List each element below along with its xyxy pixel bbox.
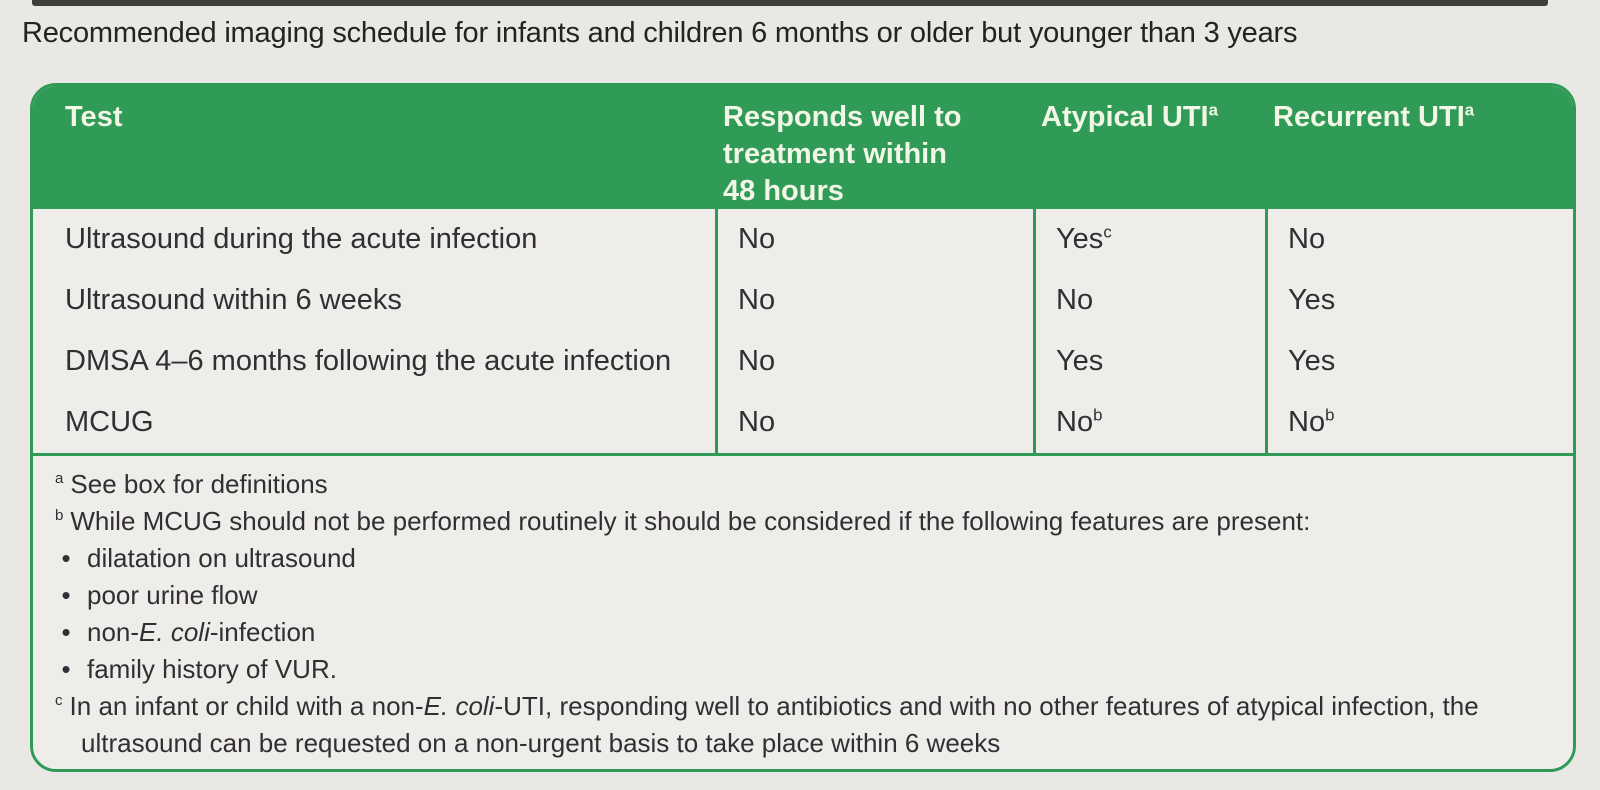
cell-responds: No <box>715 209 1033 270</box>
scan-artifact-top-edge <box>32 0 1548 6</box>
cell-test: Ultrasound within 6 weeks <box>65 284 402 316</box>
bullet-icon: • <box>61 543 71 573</box>
footnote-b-bullets: • dilatation on ultrasound • poor urine fl… <box>55 540 1551 688</box>
footnote-marker: c <box>55 692 63 710</box>
table-body: Ultrasound during the acute infection No… <box>33 209 1573 453</box>
cell-atypical: Yes <box>1033 331 1265 392</box>
bullet-item: • family history of VUR. <box>55 651 1551 688</box>
bullet-icon: • <box>61 580 71 610</box>
footnote-c: c In an infant or child with a non-E. col… <box>55 688 1551 762</box>
column-header-label: Test <box>65 101 123 133</box>
footnotes-section: a See box for definitions b While MCUG sho… <box>33 456 1573 769</box>
cell-responds: No <box>715 270 1033 331</box>
footnote-marker: b <box>55 507 64 525</box>
cell-recurrent: Yes <box>1265 270 1573 331</box>
bullet-text: poor urine flow <box>87 580 258 610</box>
cell-test: Ultrasound during the acute infection <box>65 223 538 255</box>
cell-responds: No <box>715 392 1033 453</box>
column-header-label: Responds well to treatment within 48 hou… <box>723 101 962 207</box>
footnote-text: In an infant or child with a non-E. coli… <box>69 691 1479 758</box>
column-header-responds: Responds well to treatment within 48 hou… <box>715 86 1033 209</box>
bullet-text: family history of VUR. <box>87 654 337 684</box>
bullet-text: non-E. coli-infection <box>87 617 316 647</box>
column-header-recurrent-uti: Recurrent UTIa <box>1265 86 1573 209</box>
footnote-text: While MCUG should not be performed routi… <box>70 506 1311 536</box>
bullet-icon: • <box>61 617 71 647</box>
column-header-test: Test <box>33 86 715 209</box>
bullet-item: • dilatation on ultrasound <box>55 540 1551 577</box>
table-row: DMSA 4–6 months following the acute infe… <box>33 331 1573 392</box>
cell-recurrent: Yes <box>1265 331 1573 392</box>
cell-atypical: Yesc <box>1033 209 1265 270</box>
bullet-item: • poor urine flow <box>55 577 1551 614</box>
footnote-text: See box for definitions <box>70 469 328 499</box>
bullet-text: dilatation on ultrasound <box>87 543 356 573</box>
cell-atypical: Nob <box>1033 392 1265 453</box>
table-row: Ultrasound during the acute infection No… <box>33 209 1573 270</box>
footnote-a: a See box for definitions <box>55 466 1551 503</box>
footnote-marker: a <box>55 470 64 488</box>
bullet-icon: • <box>61 654 71 684</box>
column-header-label: Atypical UTI <box>1041 101 1209 133</box>
body-footnote-separator <box>33 453 1573 456</box>
footnote-b: b While MCUG should not be performed rout… <box>55 503 1551 540</box>
bullet-item: • non-E. coli-infection <box>55 614 1551 651</box>
column-header-label: Recurrent UTI <box>1273 101 1465 133</box>
column-header-atypical-uti: Atypical UTIa <box>1033 86 1265 209</box>
cell-responds: No <box>715 331 1033 392</box>
cell-recurrent: No <box>1265 209 1573 270</box>
column-header-superscript: a <box>1464 100 1475 120</box>
table-row: MCUG No Nob Nob <box>33 392 1573 453</box>
table-header-row: Test Responds well to treatment within 4… <box>33 86 1573 209</box>
table-row: Ultrasound within 6 weeks No No Yes <box>33 270 1573 331</box>
cell-test: MCUG <box>65 406 154 438</box>
imaging-schedule-table: Test Responds well to treatment within 4… <box>30 83 1576 772</box>
cell-test: DMSA 4–6 months following the acute infe… <box>65 345 672 377</box>
cell-recurrent: Nob <box>1265 392 1573 453</box>
page-title: Recommended imaging schedule for infants… <box>22 17 1298 49</box>
cell-atypical: No <box>1033 270 1265 331</box>
column-header-superscript: a <box>1208 100 1218 120</box>
